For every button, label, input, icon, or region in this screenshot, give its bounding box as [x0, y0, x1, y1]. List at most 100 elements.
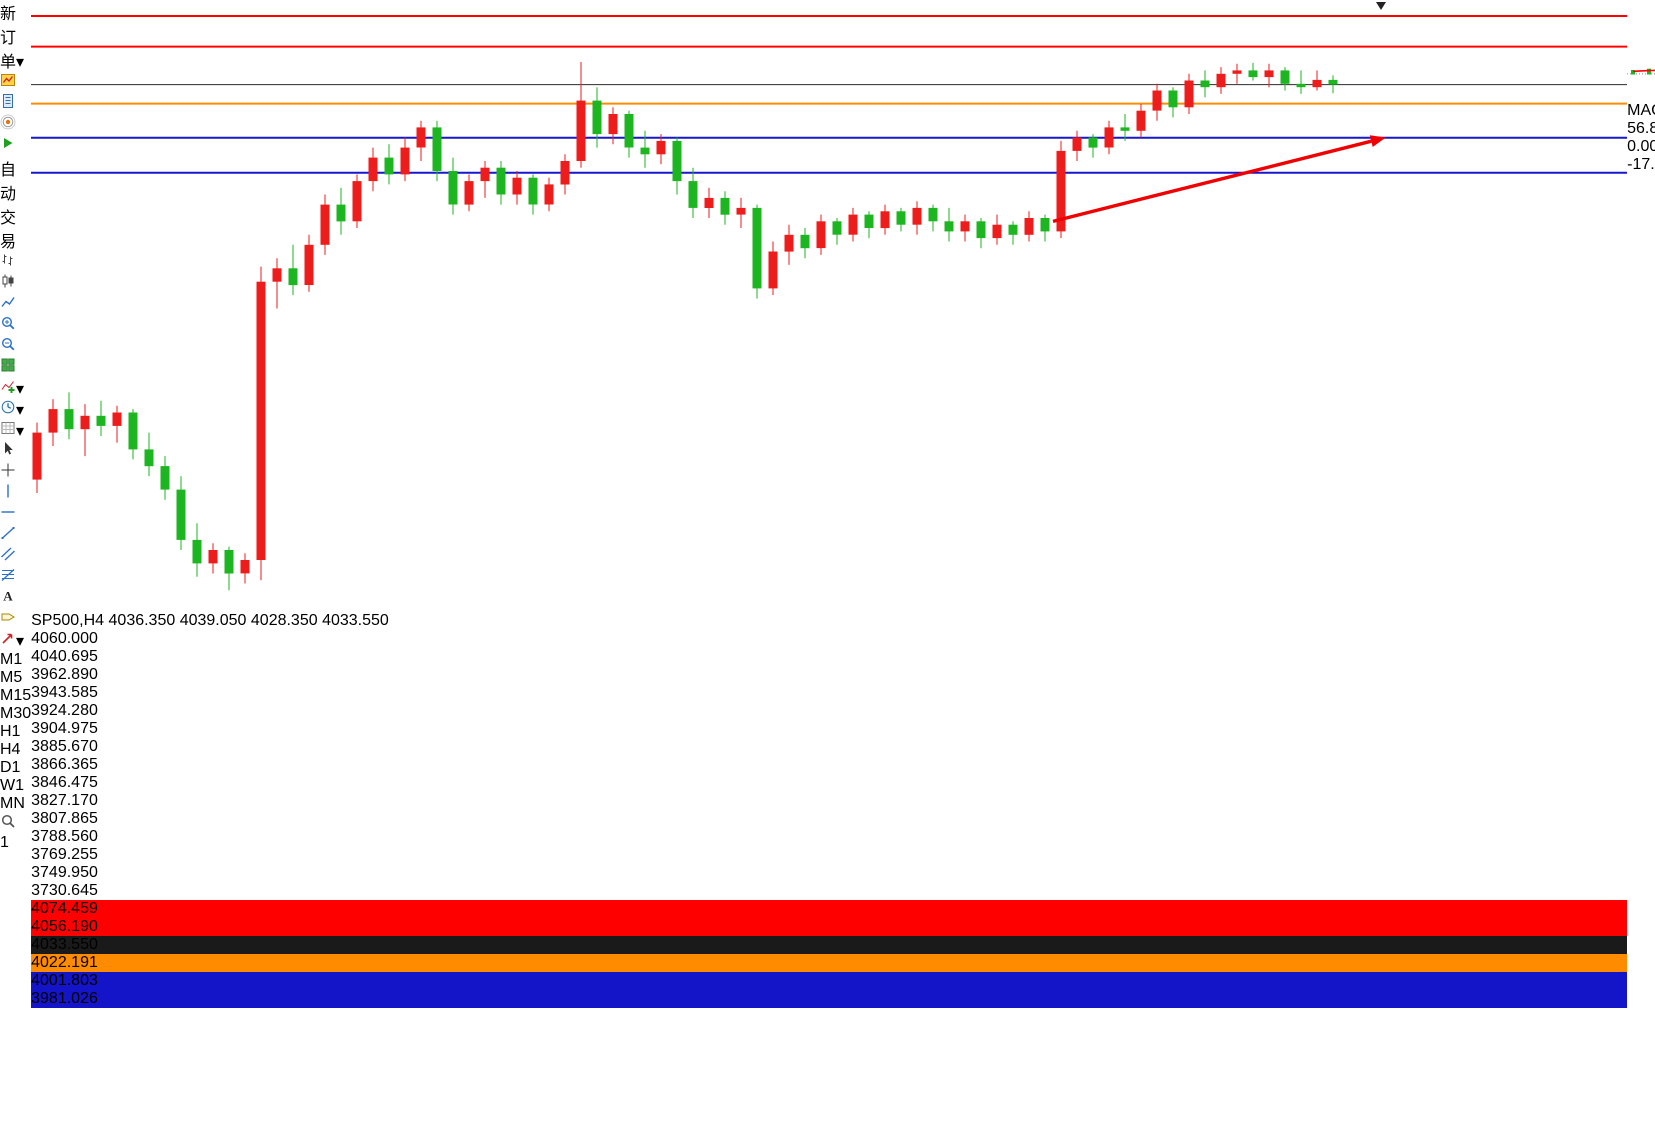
macd-pane: MACD(12,26,9) 16.0017 19.9044 56.80740.0…	[1627, 0, 1655, 823]
timeframe-h1-button[interactable]: H1	[0, 723, 21, 740]
price-axis[interactable]: 4060.000 4040.695 3962.890 3943.585 3924.280…	[31, 630, 1628, 1008]
price-badge: 4033.550	[31, 936, 1628, 954]
signals-button[interactable]	[0, 114, 31, 135]
price-badge: 4022.191	[31, 954, 1628, 972]
price-tick: 3904.975	[31, 720, 98, 737]
caret-down-icon: ▾	[16, 402, 25, 419]
indicators-button[interactable]: ▾	[0, 378, 31, 399]
candlestick-chart-button[interactable]	[0, 273, 31, 294]
fibo-icon	[0, 569, 16, 587]
price-tick: 3866.365	[31, 756, 98, 773]
trend-arrow-annotation[interactable]	[1052, 135, 1386, 223]
price-tick: 3943.585	[31, 684, 98, 701]
legend-low: 4028.350	[250, 612, 318, 629]
timeframe-m5-button[interactable]: M5	[0, 669, 23, 686]
crosshair-icon	[0, 463, 16, 482]
timeframe-d1-button[interactable]: D1	[0, 759, 21, 776]
timeframe-mn-button[interactable]: MN	[0, 795, 25, 812]
caret-down-icon: ▾	[16, 381, 25, 398]
candles-icon	[0, 274, 16, 293]
fibonacci-button[interactable]	[0, 567, 31, 588]
bar-chart-button[interactable]	[0, 252, 31, 273]
timeframe-h4-button[interactable]: H4	[0, 741, 21, 758]
profiles-button[interactable]	[0, 93, 31, 114]
autotrading-button[interactable]: 自动交易	[0, 135, 31, 252]
macd-tick: 0.0000	[1627, 138, 1655, 155]
timeframe-m30-button[interactable]: M30	[0, 705, 32, 722]
timeframe-m15-button[interactable]: M15	[0, 687, 32, 704]
timeframe-m1-button[interactable]: M1	[0, 651, 23, 668]
price-badge: 3981.026	[31, 990, 1628, 1008]
zoom-out-icon	[0, 337, 16, 356]
price-tick: 3788.560	[31, 828, 98, 845]
shapes-icon	[0, 633, 16, 650]
new-order-button[interactable]: 新订单▾	[0, 0, 31, 72]
text-button[interactable]: A	[0, 588, 31, 609]
search-button[interactable]	[0, 813, 31, 834]
price-badge: 4074.459	[31, 900, 1628, 918]
new-order-button-label: 新订单	[0, 6, 17, 71]
price-badge: 4056.190	[31, 918, 1628, 936]
main-chart-pane: SP500,H4 4036.350 4039.050 4028.350 4033…	[31, 0, 1628, 1008]
price-tick: 3807.865	[31, 810, 98, 827]
macd-name: MACD(12,26,9)	[1627, 102, 1655, 119]
new-chart-button[interactable]	[0, 72, 31, 93]
macd-tick: -17.7872	[1627, 156, 1655, 173]
text-icon: A	[0, 589, 16, 608]
chart-shift-marker-icon[interactable]	[1376, 2, 1387, 10]
price-tick: 4040.695	[31, 648, 98, 665]
zoom-in-button[interactable]	[0, 315, 31, 336]
svg-text:A: A	[3, 589, 13, 604]
periods-button[interactable]: ▾	[0, 399, 31, 420]
notification-badge[interactable]: 1	[0, 834, 9, 851]
crosshair-button[interactable]	[0, 462, 31, 483]
signals-icon	[0, 114, 16, 134]
toolbar: 新订单▾ 自动交易 ▾ ▾ ▾ A ▾ M1 M5 M15 M30 H1 H4 D1 W1 MN 1	[0, 0, 32, 851]
tile-icon	[0, 358, 16, 377]
templates-button[interactable]: ▾	[0, 420, 31, 441]
line-chart-button[interactable]	[0, 294, 31, 315]
macd-label: MACD(12,26,9) 16.0017 19.9044	[1627, 102, 1655, 120]
price-badge: 4001.803	[31, 972, 1628, 990]
toolbar-right-cluster: 1	[0, 813, 31, 852]
channel-icon	[0, 547, 16, 566]
price-tick: 4060.000	[31, 630, 98, 647]
zoom-in-icon	[0, 316, 16, 335]
legend-open: 4036.350	[108, 612, 176, 629]
chart-legend: SP500,H4 4036.350 4039.050 4028.350 4033…	[31, 612, 1627, 630]
autotrading-button-label: 自动交易	[0, 162, 17, 251]
trendline-button[interactable]	[0, 525, 31, 546]
legend-high: 4039.050	[179, 612, 247, 629]
price-tick: 3846.475	[31, 774, 98, 791]
legend-symbol: SP500,H4	[31, 612, 105, 629]
equidistant-channel-button[interactable]	[0, 546, 31, 567]
chart-canvas[interactable]: SP500,H4 4036.350 4039.050 4028.350 4033…	[31, 0, 1628, 630]
line-chart-icon	[0, 297, 16, 314]
vertical-line-button[interactable]	[0, 483, 31, 504]
profiles-icon	[0, 94, 16, 113]
clock-icon	[0, 400, 16, 419]
price-tick: 3924.280	[31, 702, 98, 719]
label-icon	[0, 612, 16, 629]
macd-axis[interactable]: 56.80740.0000-17.7872	[1627, 120, 1655, 174]
price-tick: 3885.670	[31, 738, 98, 755]
ohlc-bars-icon	[0, 254, 16, 272]
macd-signal-line	[1633, 69, 1655, 73]
caret-down-icon: ▾	[16, 423, 25, 440]
text-label-button[interactable]	[0, 609, 31, 630]
template-icon	[0, 422, 16, 440]
play-icon	[0, 138, 16, 155]
price-tick: 3749.950	[31, 864, 98, 881]
zoom-out-button[interactable]	[0, 336, 31, 357]
hline-icon	[0, 507, 16, 524]
vline-icon	[0, 484, 16, 503]
arrows-button[interactable]: ▾	[0, 630, 31, 651]
tile-windows-button[interactable]	[0, 357, 31, 378]
cursor-button[interactable]	[0, 441, 31, 462]
timeframe-w1-button[interactable]: W1	[0, 777, 24, 794]
caret-down-icon: ▾	[16, 633, 25, 650]
indicators-icon	[0, 381, 16, 398]
caret-down-icon: ▾	[16, 54, 25, 71]
horizontal-line-button[interactable]	[0, 504, 31, 525]
macd-canvas[interactable]: MACD(12,26,9) 16.0017 19.9044	[1627, 0, 1655, 120]
